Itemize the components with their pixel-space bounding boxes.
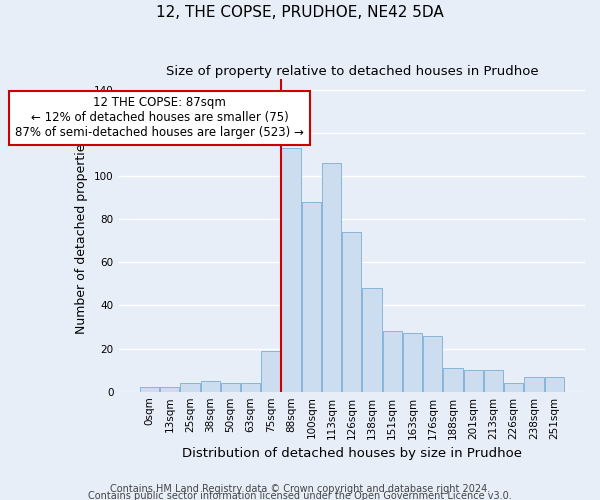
Title: Size of property relative to detached houses in Prudhoe: Size of property relative to detached ho… <box>166 65 538 78</box>
Bar <box>221 383 240 392</box>
Bar <box>322 163 341 392</box>
Bar <box>443 368 463 392</box>
Bar <box>140 388 159 392</box>
Y-axis label: Number of detached properties: Number of detached properties <box>76 137 88 334</box>
Bar <box>403 334 422 392</box>
Bar <box>200 381 220 392</box>
Text: Contains HM Land Registry data © Crown copyright and database right 2024.: Contains HM Land Registry data © Crown c… <box>110 484 490 494</box>
Bar <box>524 376 544 392</box>
Bar <box>302 202 321 392</box>
Bar <box>241 383 260 392</box>
Bar <box>545 376 564 392</box>
Text: 12 THE COPSE: 87sqm
← 12% of detached houses are smaller (75)
87% of semi-detach: 12 THE COPSE: 87sqm ← 12% of detached ho… <box>15 96 304 140</box>
Bar <box>383 332 402 392</box>
Bar <box>362 288 382 392</box>
X-axis label: Distribution of detached houses by size in Prudhoe: Distribution of detached houses by size … <box>182 447 522 460</box>
Text: Contains public sector information licensed under the Open Government Licence v3: Contains public sector information licen… <box>88 491 512 500</box>
Bar <box>181 383 200 392</box>
Bar <box>281 148 301 392</box>
Bar <box>261 350 280 392</box>
Bar <box>160 388 179 392</box>
Bar <box>464 370 483 392</box>
Bar <box>342 232 361 392</box>
Bar <box>504 383 523 392</box>
Text: 12, THE COPSE, PRUDHOE, NE42 5DA: 12, THE COPSE, PRUDHOE, NE42 5DA <box>156 5 444 20</box>
Bar <box>423 336 442 392</box>
Bar <box>484 370 503 392</box>
